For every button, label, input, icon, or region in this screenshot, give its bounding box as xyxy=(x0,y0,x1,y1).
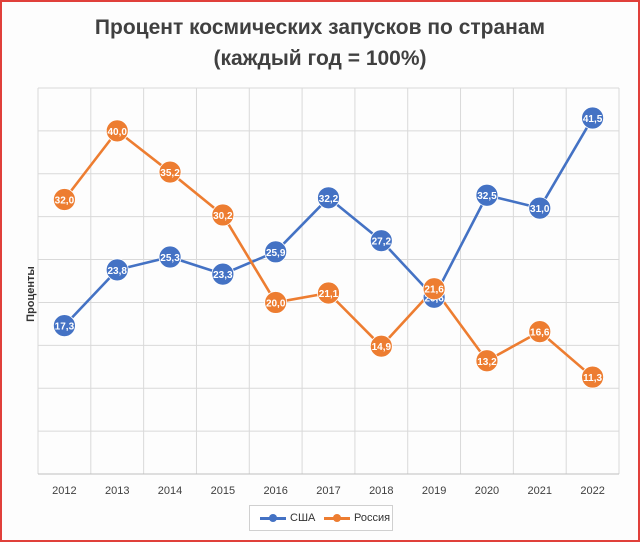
data-point xyxy=(105,119,129,143)
data-point xyxy=(528,196,552,220)
data-label: 35,2 xyxy=(160,168,180,179)
y-axis-label: Проценты xyxy=(25,266,37,322)
x-tick-label: 2016 xyxy=(263,485,287,497)
data-point xyxy=(158,160,182,184)
data-label: 11,3 xyxy=(583,373,602,384)
x-tick-label: 2012 xyxy=(52,485,76,497)
data-label: 31,0 xyxy=(530,204,550,215)
x-tick-label: 2020 xyxy=(475,485,499,497)
data-label: 25,3 xyxy=(160,253,180,264)
series-layer: 17,323,825,323,325,932,227,220,632,531,0… xyxy=(53,106,604,389)
data-label: 23,3 xyxy=(213,270,233,281)
legend-marker-russia xyxy=(333,514,341,522)
data-point xyxy=(581,106,604,130)
x-tick-label: 2013 xyxy=(105,485,129,497)
data-point xyxy=(264,240,288,264)
data-point xyxy=(422,277,446,301)
data-point xyxy=(53,188,76,211)
x-tick-label: 2019 xyxy=(422,485,446,497)
data-label: 41,5 xyxy=(583,114,603,125)
data-label: 20,0 xyxy=(266,298,286,309)
chart-subtitle: (каждый год = 100%) xyxy=(213,47,427,70)
data-label: 32,0 xyxy=(55,196,75,207)
data-point xyxy=(158,245,182,269)
data-label: 13,2 xyxy=(477,357,497,368)
x-tick-label: 2017 xyxy=(316,485,340,497)
x-tick-label: 2014 xyxy=(158,485,182,497)
gridlines xyxy=(37,87,620,475)
data-point xyxy=(53,314,76,338)
x-tick-label: 2021 xyxy=(528,485,552,497)
axes: 2012 2013 2014 2015 2016 2017 2018 2019 2020 2021… xyxy=(38,473,619,497)
data-label: 14,9 xyxy=(372,342,392,353)
data-label: 32,2 xyxy=(319,194,339,205)
data-label: 30,2 xyxy=(213,211,233,222)
data-point xyxy=(105,258,129,282)
data-point xyxy=(211,262,235,286)
data-label: 16,6 xyxy=(530,328,550,339)
data-point xyxy=(211,203,235,227)
data-label: 23,8 xyxy=(107,266,127,277)
data-label: 40,0 xyxy=(107,127,127,138)
data-label: 17,3 xyxy=(55,322,75,333)
x-tick-label: 2022 xyxy=(580,485,604,497)
legend: США Россия xyxy=(249,505,393,531)
data-label: 21,1 xyxy=(319,289,339,300)
legend-marker-usa xyxy=(269,514,277,522)
data-label: 21,6 xyxy=(424,285,444,296)
data-point xyxy=(317,281,340,305)
legend-label-russia: Россия xyxy=(354,512,391,524)
data-point xyxy=(581,365,604,389)
data-point xyxy=(264,291,288,314)
chart-title: Процент космических запусков по странам xyxy=(94,16,546,39)
data-point xyxy=(369,334,393,358)
x-tick-label: 2015 xyxy=(211,485,235,497)
series-markers-1: 32,0 40,0 35,2 30,2 20,0 21,1 14,9 21,6 13,2 16,6… xyxy=(53,119,604,389)
data-label: 25,9 xyxy=(266,248,286,259)
legend-label-usa: США xyxy=(290,512,316,524)
data-point xyxy=(369,229,393,253)
data-point xyxy=(528,320,552,344)
data-point xyxy=(475,349,499,373)
data-label: 27,2 xyxy=(372,237,392,248)
data-label: 32,5 xyxy=(477,191,497,202)
data-point xyxy=(475,183,499,207)
data-point xyxy=(317,186,340,210)
x-tick-label: 2018 xyxy=(369,485,393,497)
